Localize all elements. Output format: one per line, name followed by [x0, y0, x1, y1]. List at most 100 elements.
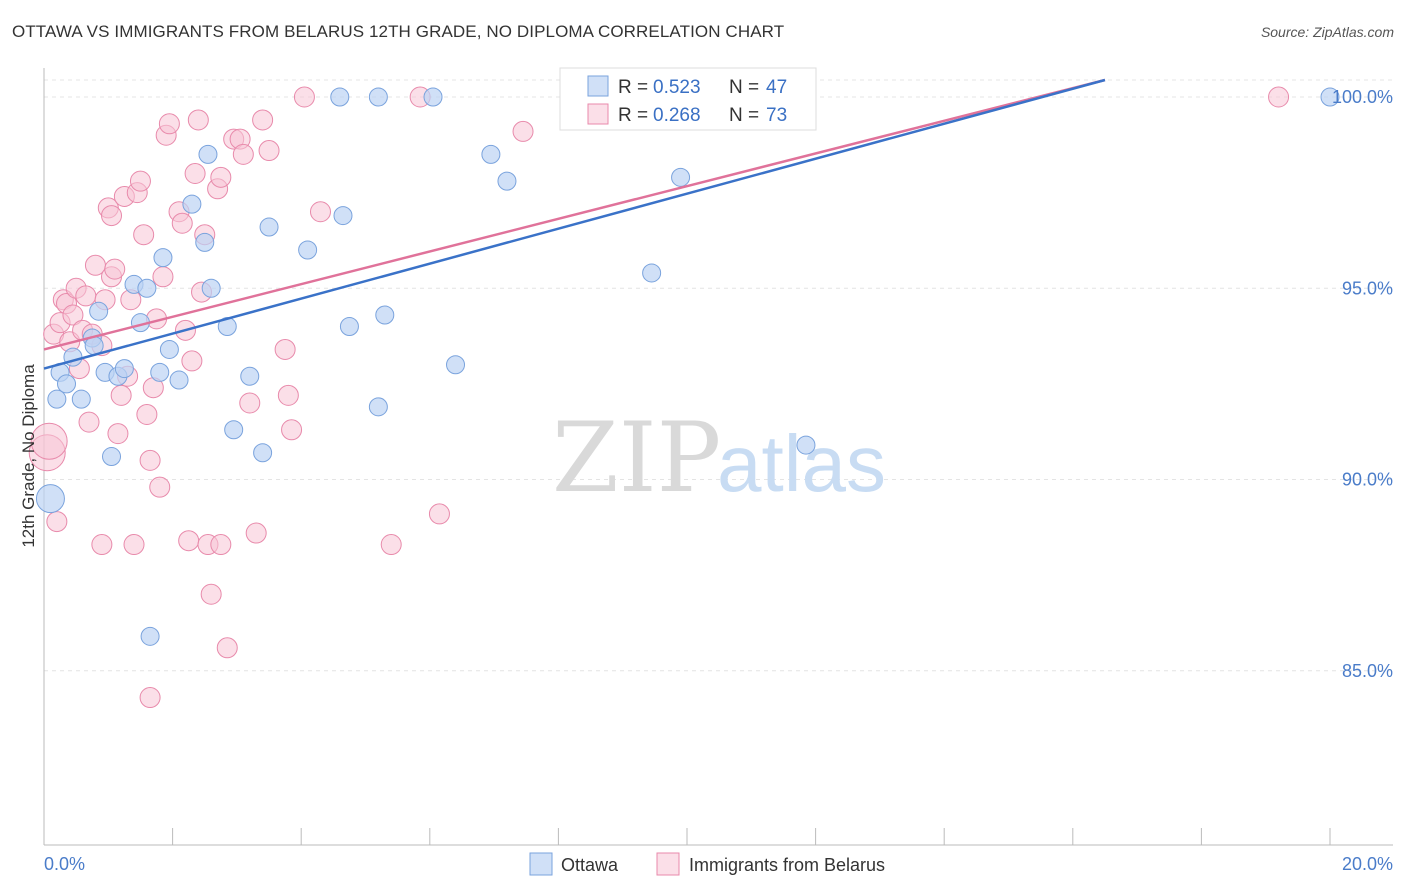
belarus-point: [232, 143, 254, 165]
ottawa-point: [642, 263, 662, 283]
ottawa-point: [195, 232, 215, 252]
ottawa-point: [159, 339, 179, 359]
ottawa-point: [35, 484, 65, 514]
y-tick-label-85: 85.0%: [1342, 661, 1393, 681]
belarus-point: [216, 637, 238, 659]
legend-swatch-ottawa: [587, 75, 609, 97]
belarus-point: [129, 170, 151, 192]
belarus-point: [210, 534, 232, 556]
bottom-legend-label-belarus: Immigrants from Belarus: [689, 855, 885, 875]
bottom-legend-label-ottawa: Ottawa: [561, 855, 619, 875]
belarus-point: [110, 384, 132, 406]
ottawa-point: [333, 206, 353, 226]
ottawa-points: [35, 87, 1340, 646]
chart-title: OTTAWA VS IMMIGRANTS FROM BELARUS 12TH G…: [12, 22, 785, 41]
ottawa-point: [368, 87, 388, 107]
ottawa-point: [201, 278, 221, 298]
legend-r-value-belarus: 0.268: [653, 105, 701, 126]
ottawa-point: [446, 355, 466, 375]
belarus-point: [107, 423, 129, 445]
ottawa-point: [114, 359, 134, 379]
legend-n-label-ottawa: N =: [729, 77, 759, 98]
ottawa-point: [47, 389, 67, 409]
belarus-point: [178, 530, 200, 552]
ottawa-point: [224, 420, 244, 440]
belarus-point: [149, 476, 171, 498]
belarus-point: [46, 511, 68, 533]
y-tick-label-95: 95.0%: [1342, 278, 1393, 298]
belarus-point: [62, 304, 84, 326]
x-tick-label-max: 20.0%: [1342, 854, 1393, 874]
ottawa-point: [368, 397, 388, 417]
ottawa-trendline: [43, 78, 1106, 370]
ottawa-point: [182, 194, 202, 214]
ottawa-point: [339, 317, 359, 336]
ottawa-point: [198, 144, 218, 164]
belarus-point: [133, 224, 155, 246]
series-legend: Ottawa Immigrants from Belarus: [529, 852, 885, 876]
ottawa-point: [796, 435, 816, 455]
belarus-point: [293, 86, 315, 108]
ottawa-point: [150, 362, 170, 382]
belarus-point: [184, 163, 206, 184]
bottom-legend-swatch-belarus: [656, 852, 680, 876]
ottawa-point: [140, 626, 160, 646]
x-tick-label-min: 0.0%: [44, 854, 85, 874]
ottawa-point: [330, 87, 350, 107]
belarus-trendline: [43, 78, 1106, 351]
ottawa-point: [169, 370, 189, 390]
belarus-point: [104, 258, 126, 280]
belarus-point: [101, 205, 123, 227]
belarus-point: [136, 403, 158, 425]
belarus-point: [200, 583, 222, 605]
belarus-point: [428, 503, 450, 525]
ottawa-point: [137, 278, 157, 298]
legend-n-value-ottawa: 47: [766, 77, 787, 98]
legend-r-label-belarus: R =: [618, 105, 648, 126]
belarus-point: [274, 338, 296, 360]
ottawa-point: [71, 389, 91, 409]
belarus-point: [139, 449, 161, 471]
bottom-legend-swatch-ottawa: [529, 852, 553, 876]
belarus-point: [158, 113, 180, 135]
belarus-point: [78, 411, 100, 433]
belarus-point: [123, 534, 145, 556]
legend-swatch-belarus: [587, 103, 609, 125]
belarus-point: [171, 212, 193, 234]
y-tick-label-100: 100.0%: [1332, 87, 1393, 107]
y-axis-label: 12th Grade, No Diploma: [19, 364, 38, 548]
belarus-point: [1268, 86, 1290, 108]
ottawa-point: [253, 443, 273, 463]
belarus-point: [181, 350, 203, 372]
ottawa-point: [671, 167, 691, 187]
ottawa-point: [1320, 87, 1340, 107]
ottawa-point: [497, 171, 517, 191]
belarus-point: [245, 522, 267, 544]
y-tick-labels: 85.0% 90.0% 95.0% 100.0%: [1332, 87, 1393, 681]
belarus-point: [512, 120, 534, 142]
ottawa-point: [102, 447, 122, 467]
source-label: Source: ZipAtlas.com: [1260, 24, 1394, 40]
ottawa-point: [481, 144, 501, 164]
ottawa-point: [375, 305, 395, 325]
ottawa-point: [259, 217, 279, 237]
y-tick-label-90: 90.0%: [1342, 470, 1393, 490]
belarus-point: [239, 392, 261, 414]
belarus-point: [380, 534, 402, 556]
ottawa-point: [423, 87, 443, 107]
belarus-point: [309, 201, 331, 223]
belarus-point: [152, 266, 174, 288]
stats-legend: R = 0.523 N = 47 R = 0.268 N = 73: [559, 67, 817, 131]
belarus-point: [210, 166, 232, 188]
ottawa-point: [153, 248, 173, 268]
legend-r-value-ottawa: 0.523: [653, 77, 701, 98]
belarus-point: [252, 109, 274, 131]
x-tick-marks: [43, 828, 1331, 845]
belarus-points: [28, 86, 1290, 709]
ottawa-point: [298, 240, 318, 260]
ottawa-point: [89, 301, 109, 321]
legend-n-value-belarus: 73: [766, 105, 787, 126]
ottawa-point: [57, 374, 77, 394]
belarus-point: [139, 687, 161, 709]
